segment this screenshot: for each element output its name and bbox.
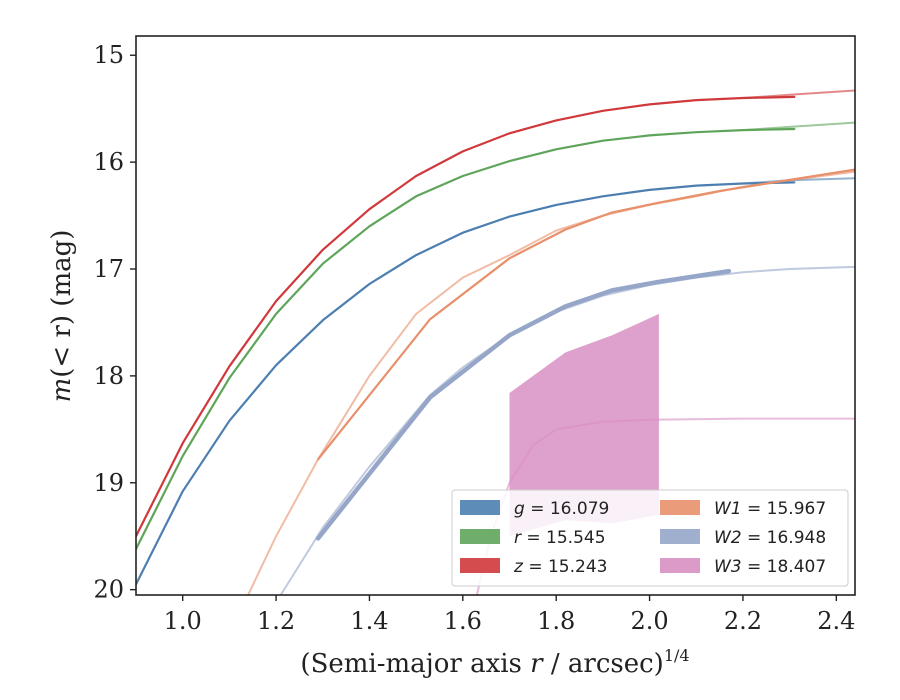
plot-area: [136, 89, 855, 595]
x-tick-label: 2.2: [724, 607, 762, 635]
legend-var-r: r: [514, 528, 522, 548]
legend-label-g: g = 16.079: [514, 499, 609, 519]
legend-label-w2: W2 = 16.948: [714, 528, 826, 548]
x-tick-label: 1.4: [350, 607, 388, 635]
y-tick-label: 15: [93, 41, 124, 69]
plot-frame: [135, 35, 856, 596]
legend-swatch-r: [460, 529, 500, 544]
x-axis-ticks: 1.0 1.2 1.4 1.6 1.8 2.0 2.2 2.4: [164, 595, 855, 635]
legend-label-r: r = 15.545: [514, 528, 606, 548]
legend-value-r: = 15.545: [521, 528, 606, 548]
x-tick-label: 1.8: [537, 607, 575, 635]
series-r-line: [136, 127, 796, 551]
legend-swatch-g: [460, 500, 500, 515]
x-axis-label-main: (Semi-major axis: [300, 649, 530, 679]
y-tick-label: 17: [93, 255, 124, 283]
legend-label-w1: W1 = 15.967: [714, 499, 826, 519]
x-axis-label-unit: / arcsec): [543, 649, 664, 679]
series-g-line: [136, 181, 796, 586]
x-axis-label-var: r: [530, 649, 544, 679]
x-axis-label: (Semi-major axis r / arcsec)1/4: [300, 646, 689, 679]
series-w2-line: [315, 268, 732, 541]
legend-value-z: = 15.243: [523, 557, 608, 577]
legend-swatch-w1: [660, 500, 700, 515]
legend-swatch-w2: [660, 529, 700, 544]
legend-label-z: z = 15.243: [513, 557, 607, 577]
x-tick-label: 2.0: [630, 607, 668, 635]
x-axis-label-exp: 1/4: [664, 646, 690, 665]
legend-label-w3: W3 = 18.407: [714, 557, 826, 577]
legend-frame: [451, 489, 849, 587]
series-w1-line: [317, 168, 855, 461]
legend-swatch-w3: [660, 558, 700, 573]
y-tick-label: 16: [93, 148, 124, 176]
y-axis-label-rest: (< r) (mag): [47, 230, 77, 378]
legend-value-g: = 16.079: [525, 499, 610, 519]
x-tick-label: 1.0: [164, 607, 202, 635]
x-tick-label: 2.4: [817, 607, 855, 635]
legend-value-w2: = 16.948: [742, 528, 827, 548]
y-axis-label-main: m: [47, 378, 77, 403]
legend-var-z: z: [513, 557, 524, 577]
series-z-line: [136, 95, 796, 538]
x-tick-label: 1.6: [444, 607, 482, 635]
y-tick-label: 19: [93, 469, 124, 497]
legend-swatch-z: [460, 558, 500, 573]
legend-var-g: g: [514, 499, 525, 519]
y-tick-label: 20: [93, 576, 124, 604]
legend-value-w3: = 18.407: [742, 557, 827, 577]
legend-var-w3: W3: [714, 557, 742, 577]
y-axis-label: m(< r) (mag): [47, 230, 77, 403]
y-axis-ticks: 15 16 17 18 19 20: [93, 41, 136, 604]
x-tick-label: 1.2: [257, 607, 295, 635]
legend-value-w1: = 15.967: [742, 499, 827, 519]
y-tick-label: 18: [93, 362, 124, 390]
legend-var-w1: W1: [714, 499, 742, 519]
legend-var-w2: W2: [714, 528, 742, 548]
